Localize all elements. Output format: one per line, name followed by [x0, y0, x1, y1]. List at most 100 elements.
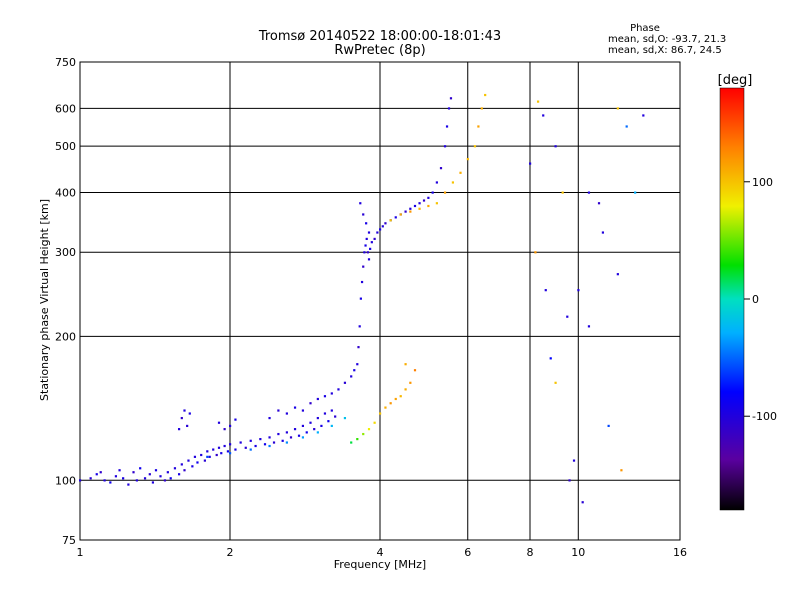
data-points	[79, 93, 645, 504]
data-point	[367, 258, 371, 261]
data-point	[363, 251, 366, 254]
data-point	[359, 202, 362, 205]
data-point	[435, 181, 438, 184]
data-point	[642, 114, 645, 117]
data-point	[359, 297, 362, 300]
grid-lines	[80, 62, 680, 540]
data-point	[327, 420, 330, 423]
data-point	[122, 477, 125, 480]
data-point	[234, 418, 237, 421]
data-point	[581, 501, 584, 504]
data-point	[208, 455, 211, 458]
data-point	[277, 409, 280, 412]
data-point	[364, 244, 367, 247]
data-point	[272, 441, 276, 444]
data-point	[259, 437, 262, 441]
data-point	[404, 388, 407, 391]
data-point	[367, 231, 371, 234]
data-point	[427, 196, 430, 199]
data-point	[212, 448, 215, 451]
x-tick-labels: 1 2 4 6 8 10 16	[77, 546, 688, 559]
colorbar-tick-label: 0	[752, 293, 759, 306]
data-point	[601, 231, 605, 234]
data-point	[109, 481, 112, 484]
data-point	[634, 191, 637, 194]
data-point	[394, 397, 397, 401]
data-point	[169, 477, 172, 480]
data-point	[554, 145, 557, 148]
x-tick-label: 6	[464, 546, 471, 559]
data-point	[203, 459, 206, 462]
data-point	[399, 395, 402, 398]
data-point	[234, 448, 237, 451]
data-point	[229, 443, 232, 446]
data-point	[183, 469, 186, 472]
data-point	[217, 446, 221, 449]
data-point	[180, 416, 183, 420]
data-point	[268, 416, 271, 420]
data-point	[399, 213, 402, 216]
data-point	[536, 100, 540, 103]
data-point	[409, 381, 412, 384]
data-point	[529, 162, 532, 165]
data-point	[616, 273, 619, 276]
data-point	[330, 392, 333, 395]
data-point	[534, 251, 537, 254]
data-point	[188, 412, 191, 415]
data-point	[384, 222, 387, 225]
data-point	[293, 406, 297, 409]
data-point	[394, 216, 397, 219]
phase-stats-x: mean, sd,X: 86.7, 24.5	[608, 45, 722, 56]
data-point	[480, 107, 483, 110]
data-point	[330, 409, 333, 412]
y-tick-label: 500	[55, 140, 76, 153]
data-point	[239, 441, 242, 444]
data-point	[350, 375, 353, 378]
data-point	[334, 415, 337, 418]
data-point	[365, 222, 368, 225]
colorbar-tick-label: 100	[752, 176, 773, 189]
data-point	[577, 289, 580, 292]
data-point	[187, 459, 190, 462]
data-point	[95, 473, 98, 476]
y-tick-label: 100	[55, 474, 76, 487]
data-point	[350, 441, 353, 444]
data-point	[177, 428, 181, 431]
data-point	[79, 479, 82, 482]
data-point	[301, 436, 305, 439]
data-point	[343, 381, 347, 384]
data-point	[132, 471, 135, 474]
x-tick-label: 8	[527, 546, 534, 559]
phase-stats-o: mean, sd,O: -93.7, 21.3	[608, 34, 726, 45]
data-point	[320, 424, 323, 428]
data-point	[459, 171, 462, 174]
data-point	[244, 446, 247, 449]
data-point	[254, 444, 257, 448]
data-point	[544, 289, 547, 292]
data-point	[362, 265, 365, 268]
data-point	[370, 241, 373, 244]
data-point	[379, 412, 382, 415]
data-point	[404, 363, 407, 366]
data-point	[285, 441, 288, 444]
x-axis-label: Frequency [MHz]	[334, 558, 426, 571]
data-point	[118, 469, 121, 472]
data-point	[572, 459, 576, 462]
data-point	[268, 436, 271, 439]
data-point	[154, 469, 158, 472]
data-point	[466, 158, 469, 161]
colorbar-label: [deg]	[718, 73, 753, 88]
data-point	[316, 416, 319, 420]
data-point	[409, 210, 412, 213]
data-point	[413, 204, 417, 208]
data-point	[484, 93, 487, 97]
data-point	[362, 213, 365, 216]
data-point	[477, 125, 480, 128]
x-tick-label: 10	[571, 546, 585, 559]
data-point	[226, 450, 230, 453]
data-point	[173, 467, 177, 470]
data-point	[404, 210, 407, 213]
data-point	[542, 114, 545, 117]
colorbar	[719, 87, 745, 511]
